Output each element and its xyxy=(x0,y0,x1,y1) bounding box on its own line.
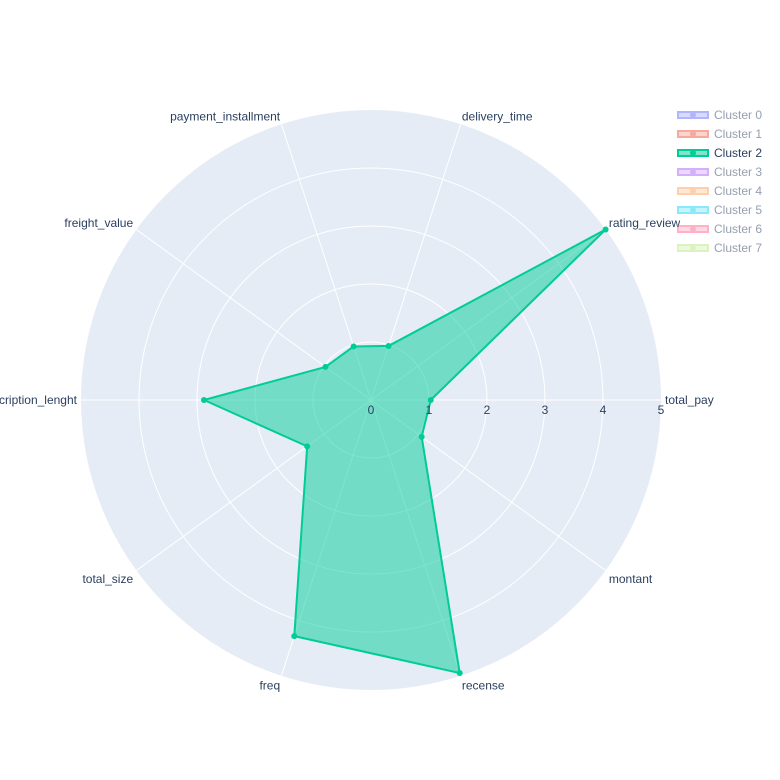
legend-marker xyxy=(690,169,696,175)
radial-tick-label: 0 xyxy=(368,403,375,417)
data-point-total_pay[interactable] xyxy=(427,397,434,403)
axis-label-montant: montant xyxy=(609,572,653,586)
legend-marker xyxy=(690,112,696,118)
radial-tick-label: 3 xyxy=(542,403,549,417)
data-point-freight_value[interactable] xyxy=(322,363,329,370)
data-point-montant[interactable] xyxy=(418,433,425,440)
data-point-total_size[interactable] xyxy=(304,443,311,450)
legend-item-2[interactable]: Cluster 2 xyxy=(677,146,762,160)
legend-label: Cluster 3 xyxy=(714,165,762,179)
legend-label: Cluster 7 xyxy=(714,241,762,255)
radial-tick-label: 5 xyxy=(658,403,665,417)
legend-label: Cluster 1 xyxy=(714,127,762,141)
radial-tick-label: 1 xyxy=(426,403,433,417)
legend-item-7[interactable]: Cluster 7 xyxy=(677,241,762,255)
data-point-rating_review[interactable] xyxy=(602,226,609,233)
legend-label: Cluster 4 xyxy=(714,184,762,198)
legend[interactable]: Cluster 0 Cluster 1 Cluster 2 Cluster 3 Clus… xyxy=(677,108,762,255)
legend-item-1[interactable]: Cluster 1 xyxy=(677,127,762,141)
legend-item-6[interactable]: Cluster 6 xyxy=(677,222,762,236)
legend-label: Cluster 2 xyxy=(714,146,762,160)
axis-label-payment_installment: payment_installment xyxy=(170,109,281,123)
chart-traces xyxy=(200,226,609,677)
legend-label: Cluster 6 xyxy=(714,222,762,236)
axis-label-total_size: total_size xyxy=(82,572,133,586)
legend-item-3[interactable]: Cluster 3 xyxy=(677,165,762,179)
radial-tick-label: 2 xyxy=(484,403,491,417)
legend-marker xyxy=(690,131,696,137)
legend-item-4[interactable]: Cluster 4 xyxy=(677,184,762,198)
legend-marker xyxy=(690,150,696,156)
axis-label-description_lenght: cription_lenght xyxy=(0,393,78,407)
data-point-delivery_time[interactable] xyxy=(385,342,392,349)
legend-marker xyxy=(690,226,696,232)
axis-label-rating_review: rating_review xyxy=(609,216,681,230)
legend-label: Cluster 0 xyxy=(714,108,762,122)
legend-label: Cluster 5 xyxy=(714,203,762,217)
data-point-freq[interactable] xyxy=(291,633,298,640)
axis-label-freq: freq xyxy=(259,679,280,693)
legend-marker xyxy=(690,188,696,194)
axis-label-recense: recense xyxy=(462,679,505,693)
legend-item-5[interactable]: Cluster 5 xyxy=(677,203,762,217)
axis-label-delivery_time: delivery_time xyxy=(462,109,533,123)
axis-label-freight_value: freight_value xyxy=(64,216,133,230)
legend-marker xyxy=(690,207,696,213)
data-point-description_lenght[interactable] xyxy=(200,397,207,403)
data-point-payment_installment[interactable] xyxy=(350,343,357,350)
radial-ticks: 0 1 2 3 4 5 xyxy=(368,403,665,417)
data-point-recense[interactable] xyxy=(456,670,463,677)
angular-axis-labels: total_pay rating_review delivery_time payme… xyxy=(0,109,714,692)
legend-marker xyxy=(690,245,696,251)
radial-tick-label: 4 xyxy=(600,403,607,417)
legend-item-0[interactable]: Cluster 0 xyxy=(677,108,762,122)
axis-label-total_pay: total_pay xyxy=(665,393,714,407)
